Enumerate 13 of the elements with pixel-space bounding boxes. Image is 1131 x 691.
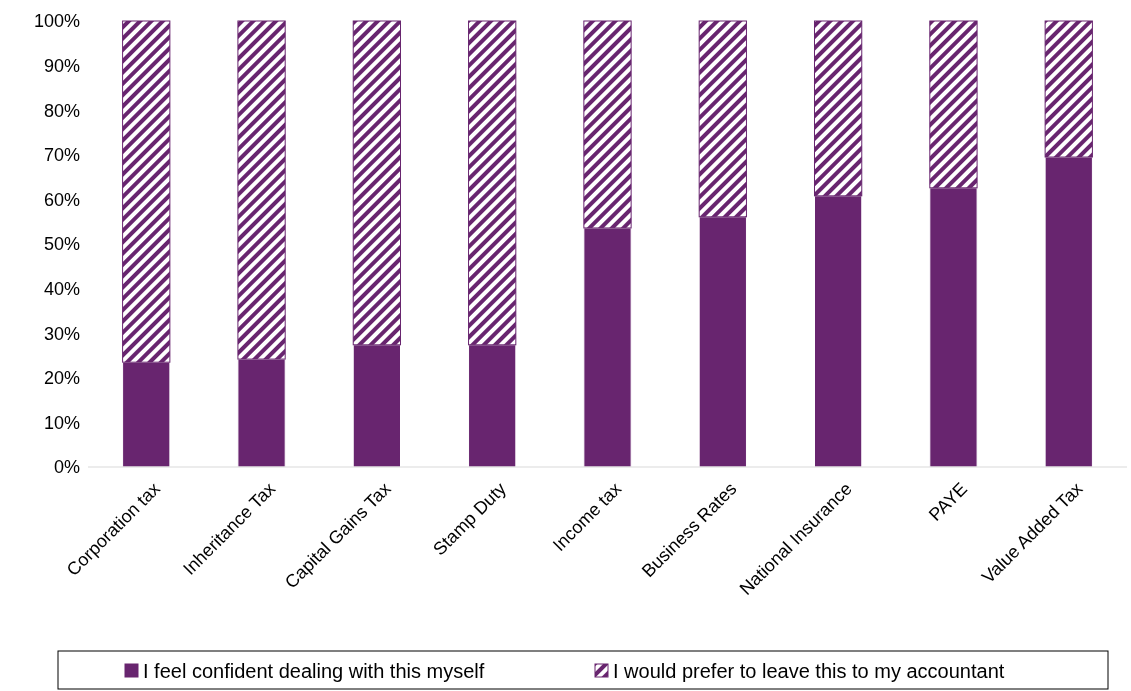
y-tick-label: 80%	[43, 100, 80, 121]
y-tick-label: 90%	[43, 55, 80, 76]
y-tick-label: 30%	[43, 323, 80, 344]
legend-label: I would prefer to leave this to my accountant	[613, 660, 1005, 682]
legend-label: I feel confident dealing with this myself	[143, 660, 485, 682]
y-tick-label: 100%	[33, 11, 80, 32]
y-tick-label: 40%	[43, 278, 80, 299]
y-tick-label: 0%	[53, 457, 80, 478]
y-tick-label: 70%	[43, 145, 80, 166]
y-tick-label: 10%	[43, 412, 80, 433]
y-tick-label: 20%	[43, 368, 80, 389]
y-tick-label: 60%	[43, 189, 80, 210]
y-tick-label: 50%	[43, 234, 80, 255]
